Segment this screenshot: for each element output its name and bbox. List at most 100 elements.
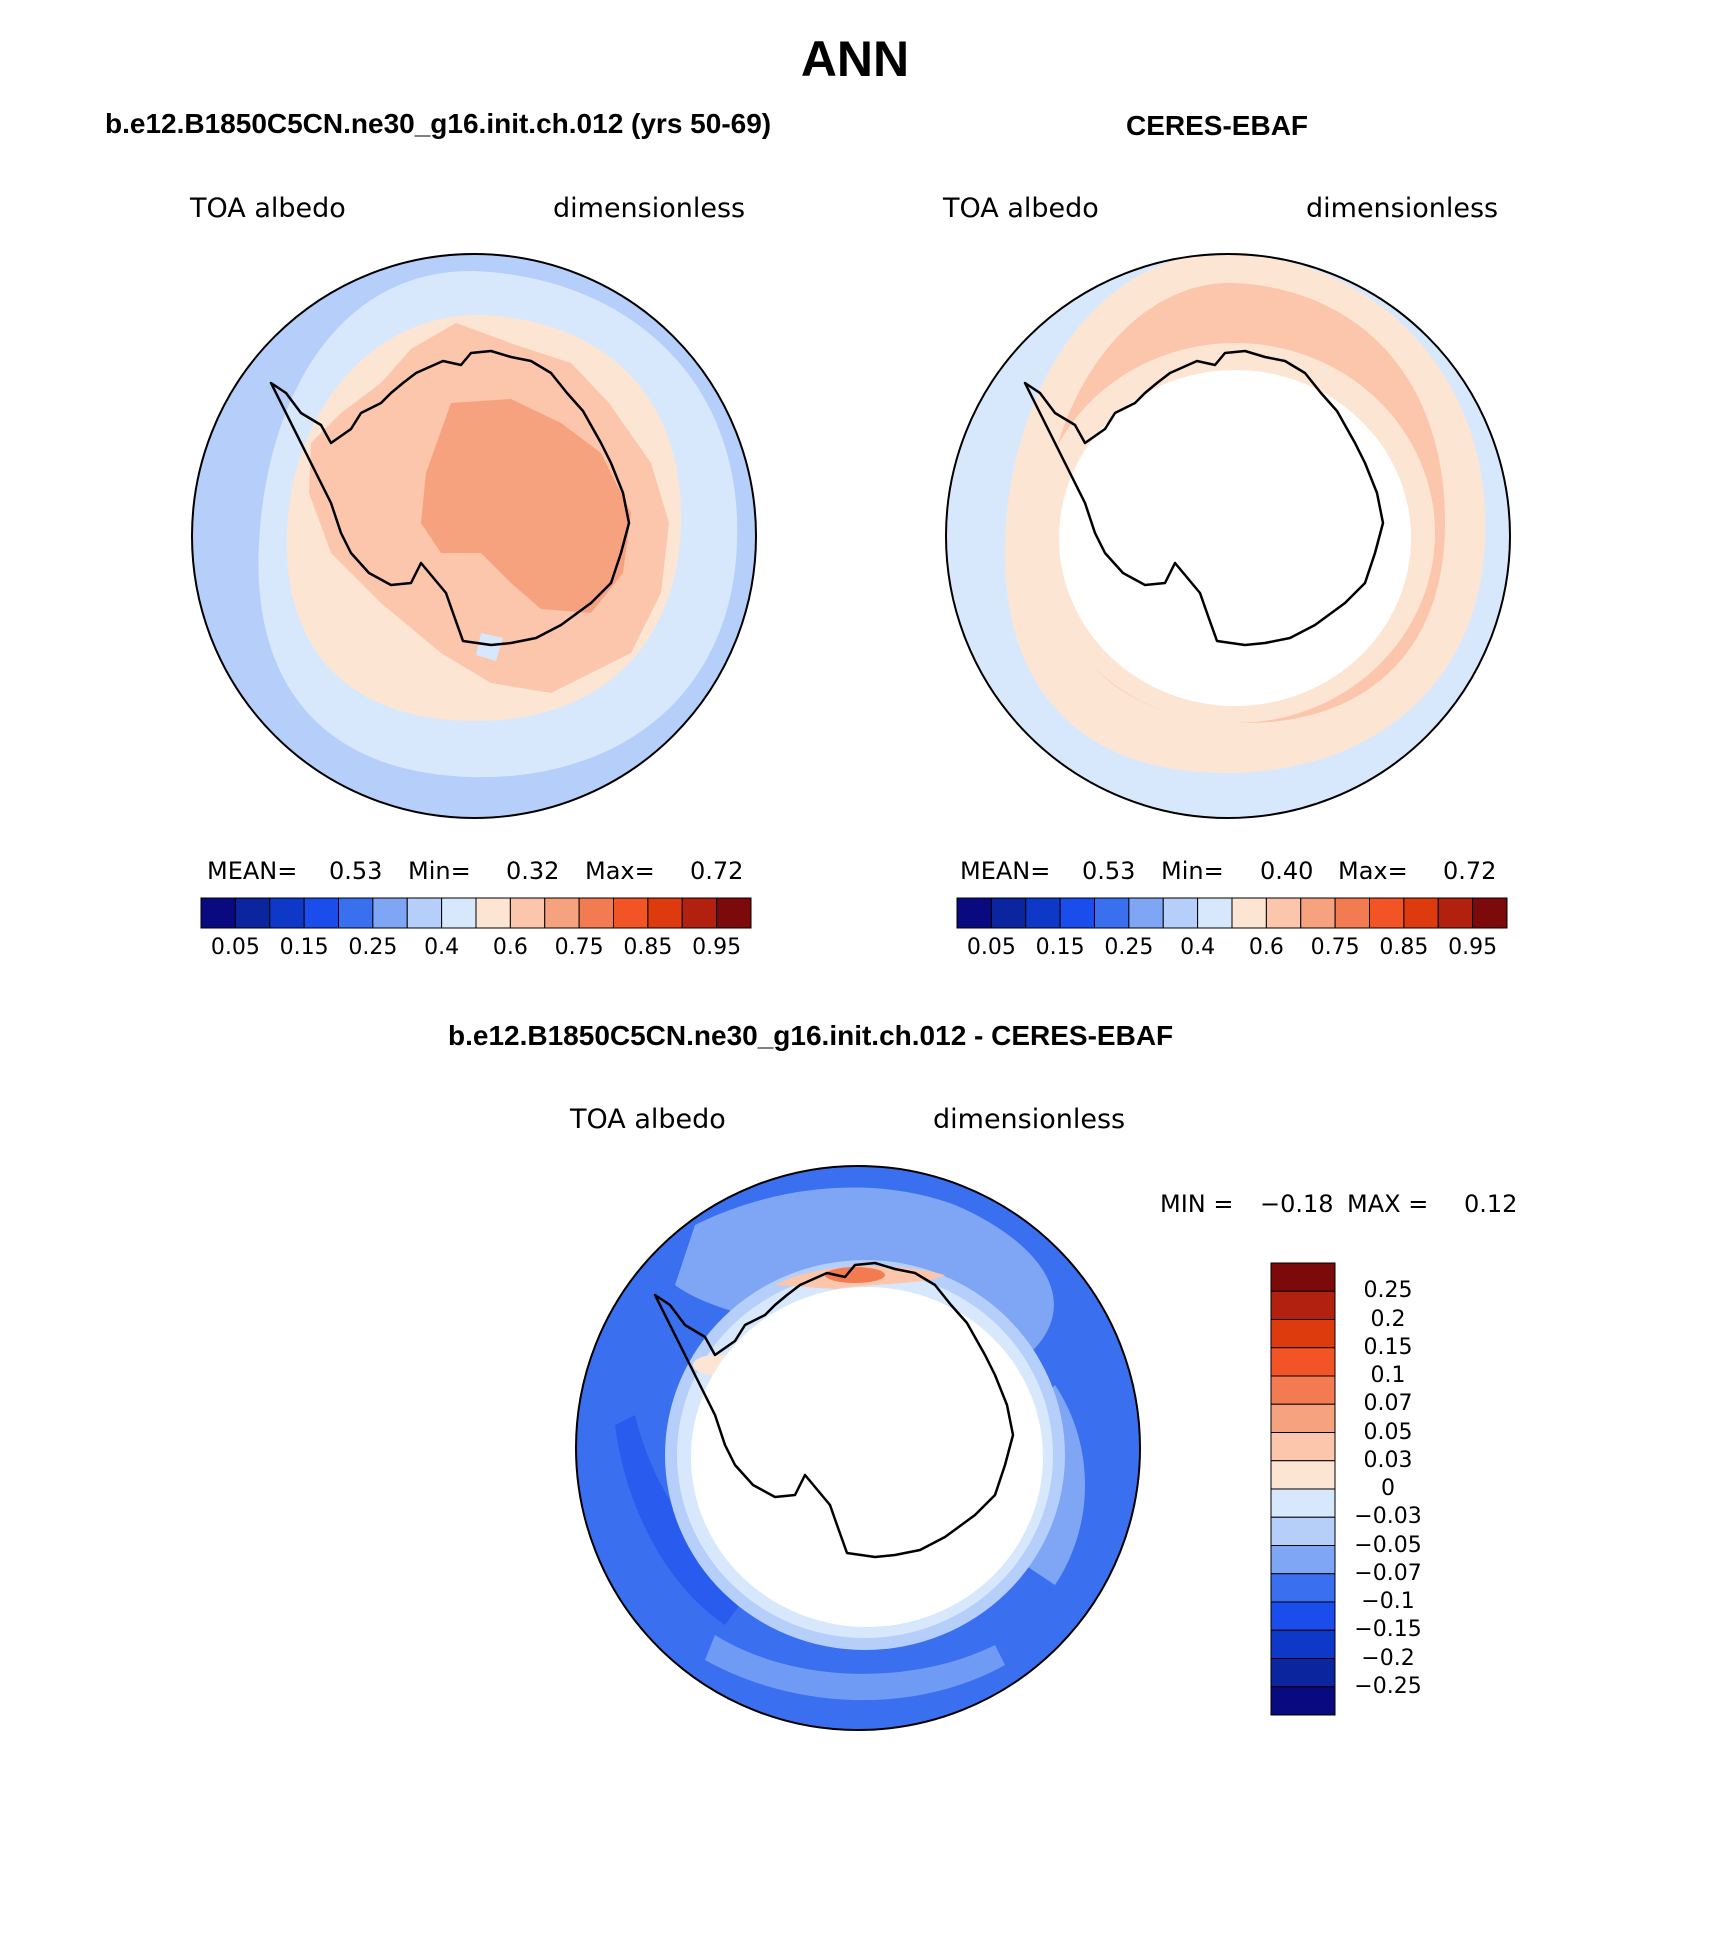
colorbar-box [338,897,374,929]
colorbar-box [406,897,443,929]
colorbar-box [613,897,649,929]
colorbar-box [509,897,546,929]
colorbar-box [1270,1629,1336,1659]
colorbar-tick-label: 0.2 [1370,1306,1406,1332]
colorbar-box [1270,1516,1336,1546]
colorbar-tick-label: 0.6 [1248,935,1284,960]
colorbar-box [1270,1347,1336,1377]
diff-min-value: −0.18 [1260,1190,1334,1218]
model-min-value: 0.32 [506,857,560,885]
obs-colorbar-ticks: 0.05 0.15 0.25 0.4 0.6 0.75 0.85 0.95 [957,935,1507,965]
colorbar-box [1403,897,1439,929]
colorbar-box [1231,897,1267,929]
diff-min-label: MIN = [1160,1190,1234,1218]
colorbar-box [1025,897,1061,929]
colorbar-tick-label: 0.15 [279,935,329,960]
diff-map [575,1165,1141,1731]
colorbar-tick-label: 0.05 [966,935,1016,960]
colorbar-tick-label: 0.05 [210,935,260,960]
colorbar-box [1369,897,1405,929]
colorbar-box [1059,897,1095,929]
diff-units-label: dimensionless [933,1104,1126,1135]
colorbar-tick-label: 0.95 [692,935,742,960]
colorbar-tick-label: 0.75 [554,935,604,960]
model-mean-value: 0.53 [329,857,383,885]
colorbar-box [1270,1403,1336,1433]
colorbar-box [475,897,511,929]
model-map [191,253,757,819]
colorbar-box [441,897,477,929]
obs-max-value: 0.72 [1443,857,1497,885]
colorbar-box [1270,1545,1336,1575]
colorbar-box [1270,1319,1336,1349]
colorbar-box [1270,1658,1336,1688]
colorbar-box [578,897,614,929]
colorbar-box [1270,1375,1336,1405]
colorbar-box [1270,1601,1336,1631]
colorbar-box [1300,897,1336,929]
model-units-label: dimensionless [553,193,746,224]
colorbar-box [1162,897,1199,929]
colorbar-tick-label: −0.2 [1361,1645,1415,1671]
figure-title: ANN [800,31,910,87]
model-max-value: 0.72 [690,857,744,885]
obs-units-label: dimensionless [1306,193,1499,224]
model-panel-title: b.e12.B1850C5CN.ne30_g16.init.ch.012 (yr… [105,108,772,139]
colorbar-tick-label: 0.25 [348,935,398,960]
colorbar-tick-label: 0.85 [623,935,673,960]
obs-map [945,253,1511,819]
colorbar-tick-label: 0.15 [1363,1334,1413,1360]
colorbar-tick-label: 0.03 [1363,1447,1413,1473]
colorbar-box [990,897,1027,929]
diff-max-value: 0.12 [1464,1190,1518,1218]
diff-max-label: MAX = [1347,1190,1429,1218]
diff-colorbar-ticks: 0.25 0.2 0.15 0.1 0.07 0.05 0.03 0 −0.03 −0.05 −0.… [1338,1263,1458,1715]
colorbar-box [716,897,752,929]
colorbar-tick-label: 0.07 [1363,1391,1413,1417]
model-variable-label: TOA albedo [190,193,346,224]
colorbar-box [956,897,992,929]
colorbar-box [1472,897,1508,929]
colorbar-box [269,897,305,929]
colorbar-tick-label: 0.4 [424,935,460,960]
diff-colorbar [1270,1262,1336,1716]
colorbar-tick-label: 0.95 [1448,935,1498,960]
colorbar-box [234,897,271,929]
model-colorbar [200,897,752,929]
colorbar-tick-label: −0.15 [1354,1617,1422,1643]
colorbar-box [1270,1432,1336,1462]
colorbar-box [1334,897,1370,929]
colorbar-box [1197,897,1233,929]
colorbar-box [1270,1262,1336,1292]
colorbar-box [1270,1460,1336,1490]
colorbar-box [1094,897,1130,929]
model-mean-label: MEAN= [207,857,298,885]
colorbar-tick-label: 0.1 [1370,1363,1406,1388]
model-colorbar-ticks: 0.05 0.15 0.25 0.4 0.6 0.75 0.85 0.95 [201,935,751,965]
model-max-label: Max= [585,857,655,885]
diff-panel-title: b.e12.B1850C5CN.ne30_g16.init.ch.012 - C… [448,1020,1174,1051]
colorbar-tick-label: 0.25 [1363,1278,1413,1304]
obs-min-value: 0.40 [1260,857,1314,885]
colorbar-box [303,897,339,929]
colorbar-box [1270,1686,1336,1716]
obs-mean-label: MEAN= [960,857,1051,885]
obs-colorbar [956,897,1508,929]
obs-min-label: Min= [1161,857,1224,885]
colorbar-tick-label: 0.75 [1310,935,1360,960]
obs-max-label: Max= [1338,857,1408,885]
colorbar-box [681,897,718,929]
colorbar-box [200,897,236,929]
colorbar-tick-label: −0.25 [1354,1673,1422,1699]
colorbar-box [1437,897,1474,929]
colorbar-tick-label: 0.05 [1363,1419,1413,1445]
colorbar-tick-label: −0.05 [1354,1532,1422,1558]
colorbar-box [1270,1488,1336,1518]
colorbar-tick-label: −0.07 [1354,1560,1422,1586]
colorbar-box [544,897,580,929]
colorbar-tick-label: −0.1 [1361,1589,1415,1614]
colorbar-tick-label: −0.03 [1354,1504,1422,1530]
obs-panel-title: CERES-EBAF [1126,110,1309,141]
colorbar-tick-label: 0.25 [1104,935,1154,960]
model-min-label: Min= [408,857,471,885]
